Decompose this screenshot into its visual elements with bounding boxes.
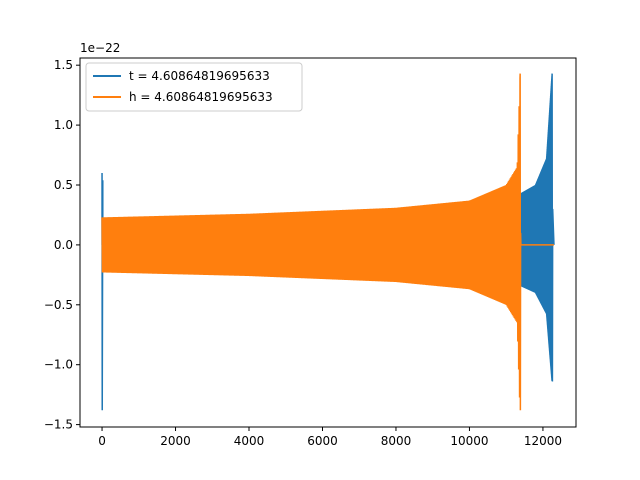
x-tick-label: 8000 [381, 434, 412, 448]
y-tick-label: −1.0 [44, 358, 73, 372]
y-tick-label: 1.5 [54, 58, 73, 72]
x-tick-label: 10000 [450, 434, 488, 448]
y-tick-label: 0.0 [54, 238, 73, 252]
series-line-t [101, 73, 555, 411]
legend-label-t: t = 4.60864819695633 [129, 69, 270, 83]
y-offset-label: 1e−22 [80, 41, 120, 55]
y-tick-label: −1.5 [44, 418, 73, 432]
legend: t = 4.60864819695633 h = 4.6086481969563… [85, 62, 303, 112]
y-tick-label: −0.5 [44, 298, 73, 312]
y-tick-label: 1.0 [54, 118, 73, 132]
y-tick-label: 0.5 [54, 178, 73, 192]
series-line-h [101, 73, 554, 411]
plot-area [101, 73, 555, 411]
x-tick-label: 12000 [524, 434, 562, 448]
legend-box [85, 62, 303, 112]
legend-label-h: h = 4.60864819695633 [129, 90, 273, 104]
x-tick-label: 0 [98, 434, 106, 448]
x-tick-label: 2000 [160, 434, 191, 448]
x-tick-label: 4000 [234, 434, 265, 448]
axes-frame [79, 57, 577, 428]
x-tick-label: 6000 [307, 434, 338, 448]
